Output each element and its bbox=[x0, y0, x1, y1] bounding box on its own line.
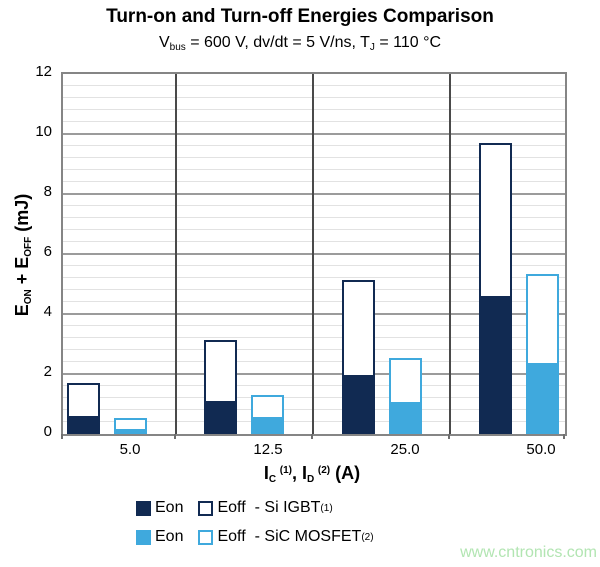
x-tickmark bbox=[173, 434, 176, 439]
bar-si-igbt-12.5 bbox=[204, 339, 237, 434]
minor-gridline bbox=[63, 205, 565, 206]
minor-gridline bbox=[63, 217, 565, 218]
legend-eon-label: Eon bbox=[155, 499, 184, 516]
bar-sic-mosfet-25.0 bbox=[389, 357, 422, 434]
legend-swatch-eoff-hollow-icon bbox=[198, 529, 214, 545]
minor-gridline bbox=[63, 181, 565, 182]
bar-si-igbt-5.0 bbox=[67, 383, 100, 434]
legend-eon-label: Eon bbox=[155, 528, 184, 545]
minor-gridline bbox=[63, 241, 565, 242]
legend-swatch-eon-filled-icon bbox=[136, 529, 151, 545]
legend-swatch-eon-filled-icon bbox=[136, 500, 151, 516]
bar-sic-mosfet-5.0 bbox=[114, 417, 147, 434]
bar-si-igbt-50.0 bbox=[478, 143, 512, 434]
legend-device-label: - SiC MOSFET bbox=[254, 528, 362, 545]
x-tick-label: 5.0 bbox=[119, 441, 141, 458]
x-tickmark bbox=[311, 434, 313, 439]
x-tickmark bbox=[61, 434, 63, 439]
x-tick-label: 50.0 bbox=[526, 441, 556, 458]
legend-row-si-igbt: Eon Eoff - Si IGBT (1) bbox=[136, 499, 374, 517]
x-tick-label: 25.0 bbox=[390, 441, 420, 458]
category-separator bbox=[174, 74, 177, 434]
minor-gridline bbox=[63, 265, 565, 266]
x-tickmark bbox=[563, 434, 565, 439]
y-tick-label: 4 bbox=[43, 303, 52, 320]
x-tick-label: 12.5 bbox=[253, 441, 283, 458]
legend-device-note: (1) bbox=[320, 502, 333, 514]
minor-gridline bbox=[63, 97, 565, 98]
legend-device-note: (2) bbox=[361, 531, 374, 543]
major-gridline bbox=[63, 193, 565, 195]
bar-si-igbt-25.0-eon-fill bbox=[343, 375, 374, 434]
y-tick-label: 10 bbox=[35, 123, 52, 140]
bar-sic-mosfet-12.5 bbox=[251, 395, 284, 434]
minor-gridline bbox=[63, 361, 565, 362]
watermark: www.cntronics.com bbox=[460, 544, 597, 561]
minor-gridline bbox=[63, 337, 565, 338]
minor-gridline bbox=[63, 157, 565, 158]
minor-gridline bbox=[63, 109, 565, 110]
legend-eoff-label: Eoff bbox=[217, 528, 246, 545]
major-gridline bbox=[63, 133, 565, 135]
major-gridline bbox=[63, 373, 565, 375]
major-gridline bbox=[63, 253, 565, 255]
legend-row-sic-mosfet: Eon Eoff - SiC MOSFET (2) bbox=[136, 528, 374, 546]
x-tickmark bbox=[448, 434, 450, 439]
bar-sic-mosfet-50.0 bbox=[525, 273, 559, 434]
legend-eoff-label: Eoff bbox=[217, 499, 246, 516]
page-title: Turn-on and Turn-off Energies Comparison bbox=[106, 6, 494, 27]
major-gridline bbox=[63, 313, 565, 315]
minor-gridline bbox=[63, 85, 565, 86]
bar-sic-mosfet-25.0-eon-fill bbox=[390, 402, 421, 434]
minor-gridline bbox=[63, 325, 565, 326]
minor-gridline bbox=[63, 349, 565, 350]
minor-gridline bbox=[63, 121, 565, 122]
legend: Eon Eoff - Si IGBT (1) Eon Eoff - SiC MO… bbox=[136, 499, 374, 546]
minor-gridline bbox=[63, 385, 565, 386]
minor-gridline bbox=[63, 289, 565, 290]
category-separator bbox=[312, 74, 314, 434]
minor-gridline bbox=[63, 229, 565, 230]
minor-gridline bbox=[63, 145, 565, 146]
minor-gridline bbox=[63, 421, 565, 422]
legend-swatch-eoff-hollow-icon bbox=[198, 500, 214, 516]
x-axis-label: IC (1), ID (2) (A) bbox=[263, 463, 361, 485]
bar-si-igbt-25.0 bbox=[342, 279, 375, 434]
y-tick-label: 6 bbox=[43, 243, 52, 260]
minor-gridline bbox=[63, 397, 565, 398]
category-separator bbox=[449, 74, 451, 434]
legend-device-label: - Si IGBT bbox=[254, 499, 321, 516]
minor-gridline bbox=[63, 301, 565, 302]
bar-si-igbt-50.0-eon-fill bbox=[479, 295, 511, 434]
bar-sic-mosfet-5.0-eon-fill bbox=[115, 429, 146, 434]
plot-area bbox=[61, 72, 567, 436]
minor-gridline bbox=[63, 409, 565, 410]
bar-sic-mosfet-50.0-eon-fill bbox=[526, 363, 558, 434]
bar-sic-mosfet-12.5-eon-fill bbox=[252, 417, 283, 434]
minor-gridline bbox=[63, 277, 565, 278]
chart-subtitle: Vbus = 600 V, dv/dt = 5 V/ns, TJ = 110 °… bbox=[158, 34, 442, 53]
bar-si-igbt-12.5-eon-fill bbox=[205, 400, 236, 434]
y-tick-label: 2 bbox=[43, 363, 52, 380]
y-tick-label: 0 bbox=[43, 423, 52, 440]
y-tick-label: 12 bbox=[35, 63, 52, 80]
minor-gridline bbox=[63, 169, 565, 170]
y-tick-label: 8 bbox=[43, 183, 52, 200]
bar-si-igbt-5.0-eon-fill bbox=[68, 415, 99, 434]
